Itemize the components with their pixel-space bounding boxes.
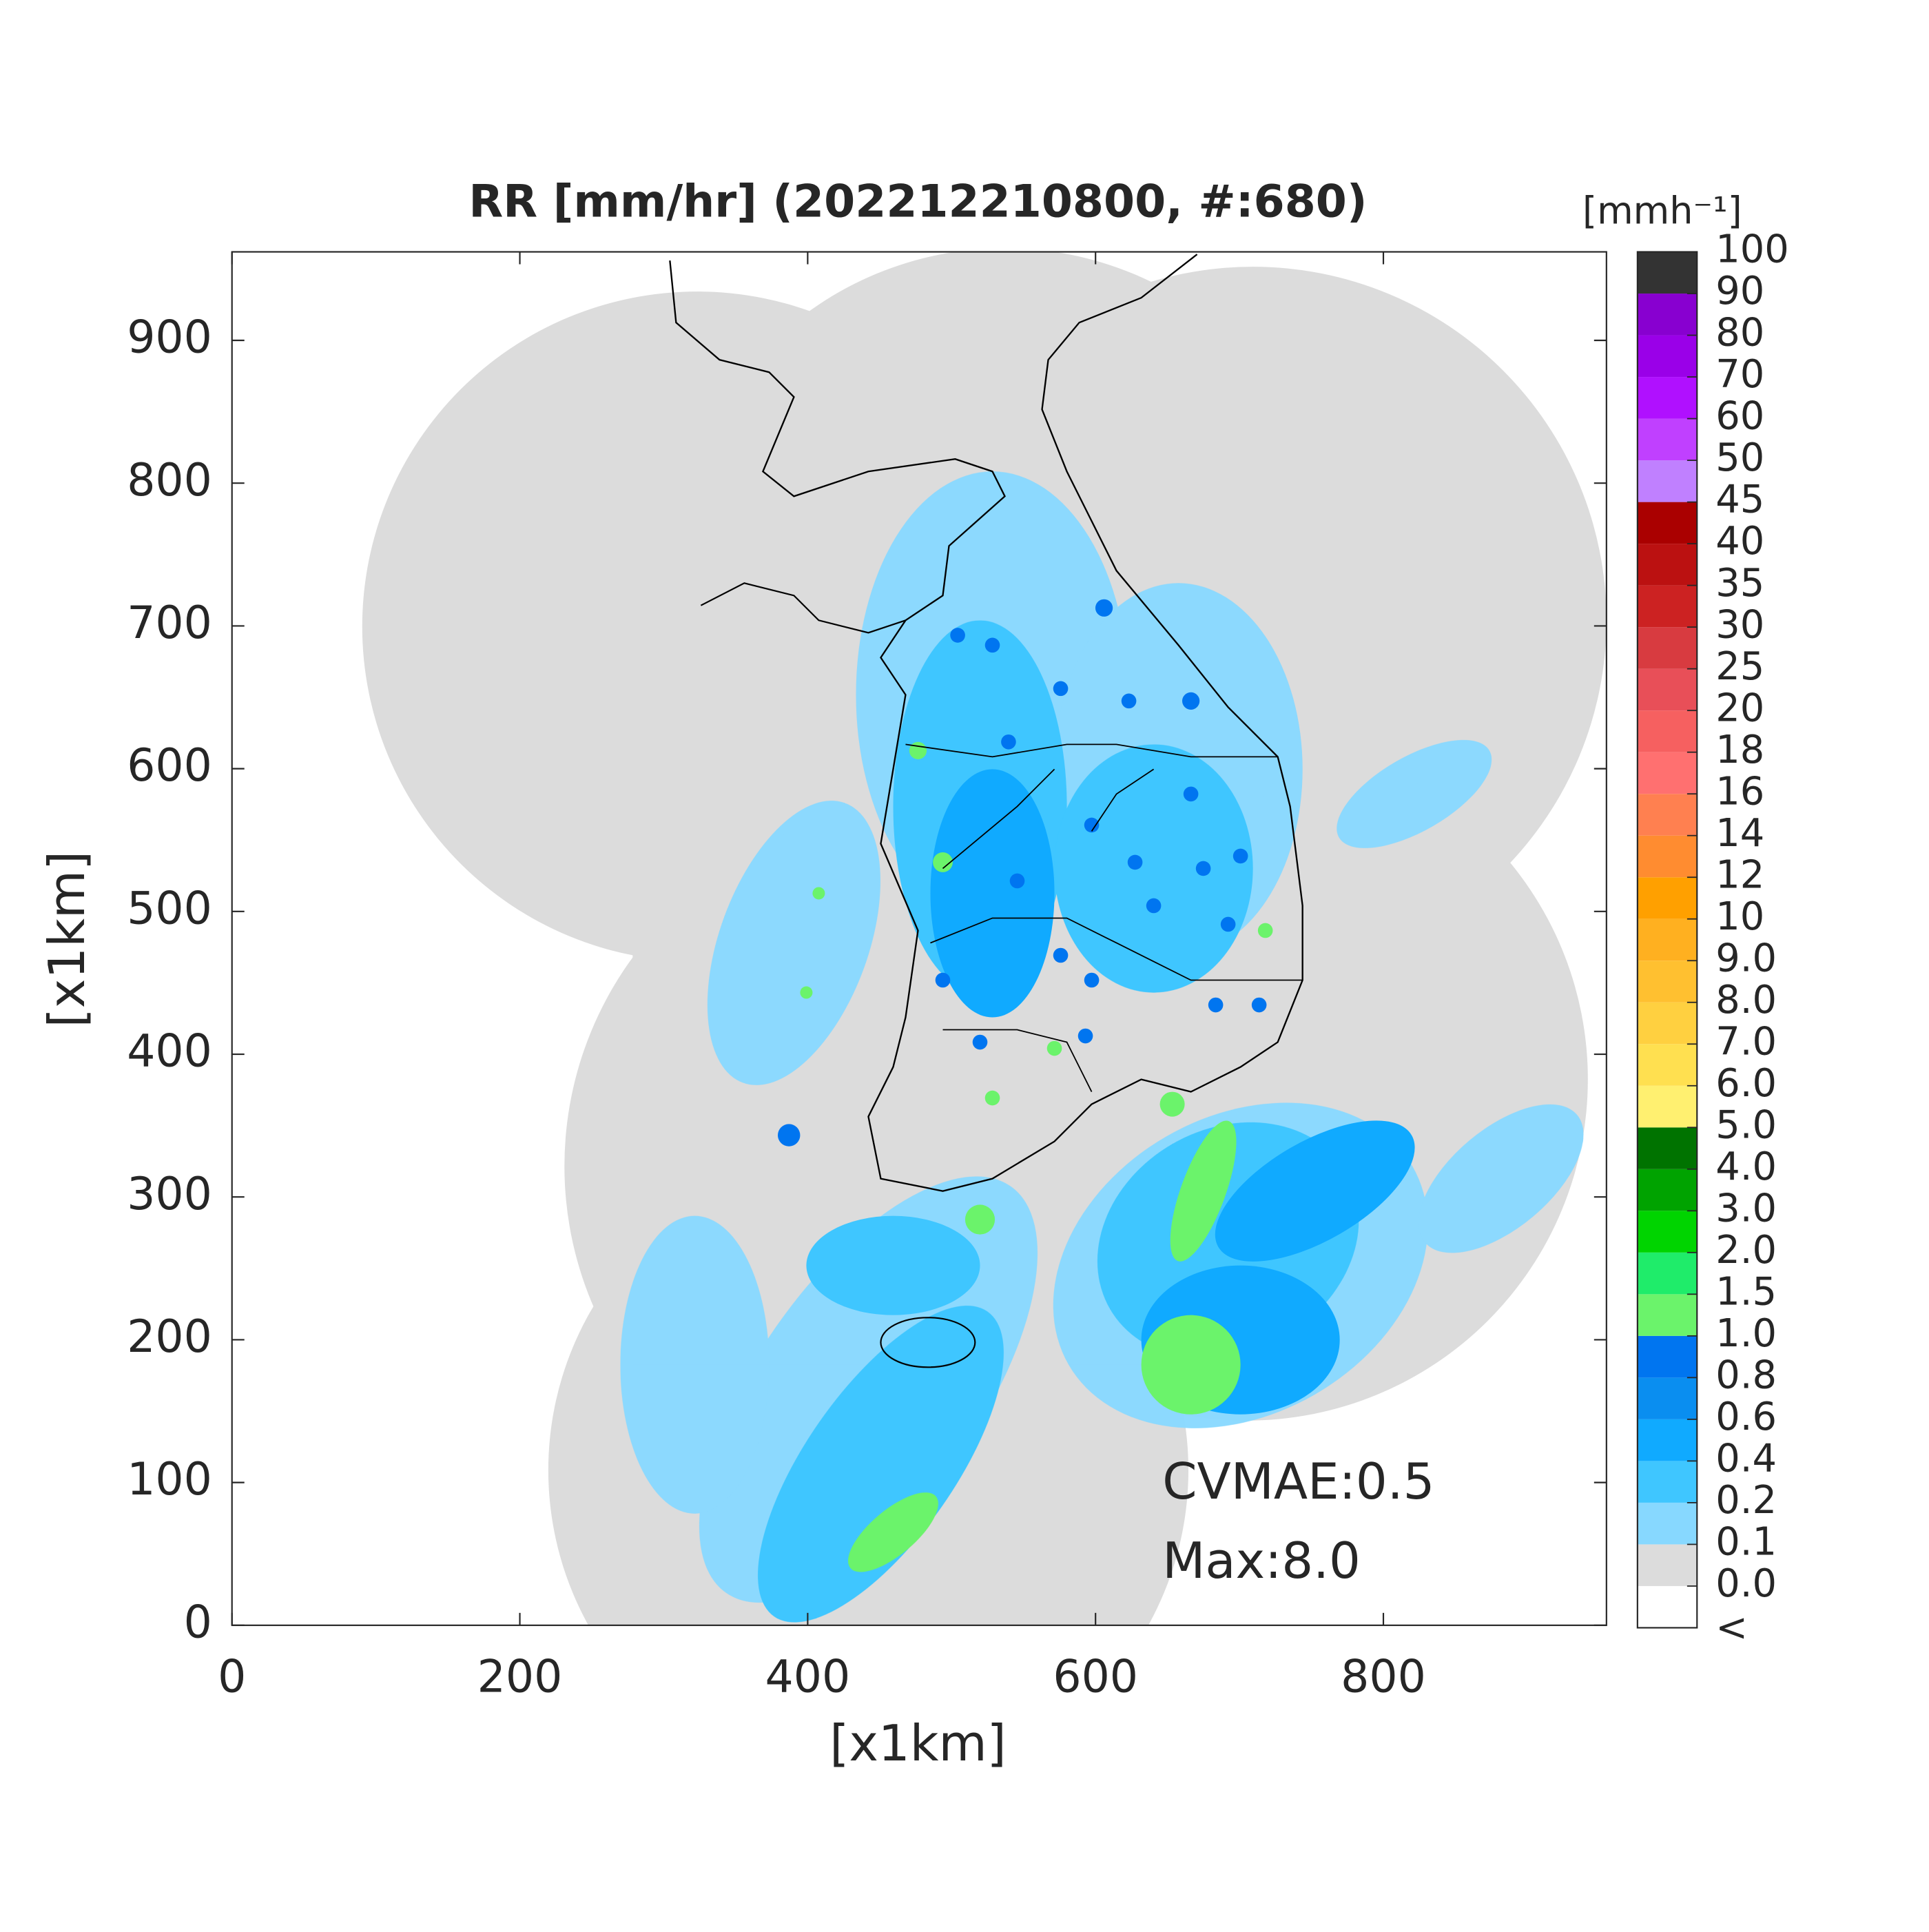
colorbar-tick-label: 4.0 <box>1715 1144 1777 1189</box>
y-tick-label: 400 <box>127 1026 212 1078</box>
annotation: Max:8.0 <box>1162 1532 1361 1590</box>
x-tick-label: 600 <box>1053 1652 1138 1703</box>
colorbar-segment <box>1637 1252 1698 1295</box>
colorbar-tick-label: 10 <box>1715 894 1764 939</box>
colorbar-segment <box>1637 1377 1698 1419</box>
colorbar-segment <box>1637 835 1698 878</box>
colorbar-segment <box>1637 752 1698 794</box>
colorbar-segment <box>1637 1544 1698 1586</box>
colorbar-segment <box>1637 1044 1698 1086</box>
colorbar-segment <box>1637 251 1698 294</box>
colorbar-tick-label: 3.0 <box>1715 1186 1777 1231</box>
colorbar-tick-label: 0.4 <box>1715 1437 1777 1481</box>
colorbar-segment <box>1637 544 1698 586</box>
colorbar-tick-label: 7.0 <box>1715 1019 1777 1064</box>
colorbar-tick-label: 90 <box>1715 269 1764 314</box>
colorbar-tick-label: 1.5 <box>1715 1269 1777 1314</box>
rain-green <box>800 741 1273 1572</box>
colorbar-segment <box>1637 668 1698 711</box>
y-tick-label: 100 <box>127 1454 212 1505</box>
y-axis-label: [x1km] <box>38 851 96 1028</box>
colorbar-segment <box>1637 294 1698 336</box>
colorbar-tick-label: 0.8 <box>1715 1353 1777 1397</box>
colorbar-tick-label: 18 <box>1715 728 1764 772</box>
colorbar-tick-label: 6.0 <box>1715 1061 1777 1106</box>
colorbar-tick-label: 0.0 <box>1715 1561 1777 1606</box>
colorbar-tick-label: 2.0 <box>1715 1228 1777 1273</box>
coastline <box>669 254 1303 1192</box>
colorbar-segment <box>1637 377 1698 419</box>
y-tick-label: 200 <box>127 1311 212 1363</box>
colorbar-segment <box>1637 1461 1698 1503</box>
y-tick-label: 900 <box>127 312 212 364</box>
y-tick-label: 300 <box>127 1169 212 1220</box>
colorbar-segment <box>1637 710 1698 752</box>
colorbar-segment <box>1637 585 1698 628</box>
colorbar-segment <box>1637 460 1698 502</box>
colorbar-segment <box>1637 918 1698 961</box>
colorbar-segment <box>1637 1211 1698 1253</box>
border-line <box>700 582 906 634</box>
colorbar-under <box>1637 1585 1698 1628</box>
colorbar-tick-label: 9.0 <box>1715 936 1777 980</box>
colorbar-tick-label: 30 <box>1715 602 1764 647</box>
colorbar-segment <box>1637 960 1698 1003</box>
colorbar-under-label: < <box>1715 1605 1748 1650</box>
colorbar-tick-label: 0.2 <box>1715 1478 1777 1523</box>
colorbar-units: [mmh⁻¹] <box>1582 189 1742 232</box>
colorbar-segment <box>1637 627 1698 669</box>
colorbar-segment <box>1637 1169 1698 1211</box>
y-tick-label: 500 <box>127 883 212 934</box>
radar-field <box>362 251 1607 1625</box>
chart-title: RR [mm/hr] (202212210800, #:680) <box>468 176 1367 228</box>
colorbar-segment <box>1637 1294 1698 1336</box>
colorbar-segment <box>1637 877 1698 919</box>
colorbar-segment <box>1637 794 1698 836</box>
colorbar-segment <box>1637 1127 1698 1169</box>
jeju-island <box>880 1317 976 1368</box>
colorbar-tick-label: 60 <box>1715 394 1764 439</box>
annotation: CVMAE:0.5 <box>1162 1452 1434 1510</box>
x-tick-label: 0 <box>218 1652 246 1703</box>
colorbar-tick-label: 12 <box>1715 852 1764 897</box>
colorbar-segment <box>1637 1085 1698 1128</box>
colorbar-tick-label: 0.1 <box>1715 1520 1777 1565</box>
colorbar-tick-label: 100 <box>1715 227 1789 272</box>
colorbar-segment <box>1637 1419 1698 1461</box>
province-boundaries <box>905 743 1303 1092</box>
x-axis-label: [x1km] <box>829 1714 1006 1772</box>
colorbar-tick-label: 5.0 <box>1715 1102 1777 1147</box>
colorbar-tick-label: 50 <box>1715 435 1764 480</box>
axes-frame <box>231 251 1607 1626</box>
colorbar-tick-label: 25 <box>1715 644 1764 689</box>
y-tick-label: 0 <box>184 1596 212 1648</box>
colorbar-segment <box>1637 1335 1698 1378</box>
rain-cores <box>778 599 1267 1147</box>
y-tick-label: 600 <box>127 740 212 792</box>
colorbar-segment <box>1637 502 1698 544</box>
colorbar-tick-label: 80 <box>1715 311 1764 356</box>
colorbar-segment <box>1637 418 1698 461</box>
colorbar-segment <box>1637 1002 1698 1045</box>
y-tick-label: 700 <box>127 597 212 649</box>
colorbar-tick-label: 14 <box>1715 811 1764 856</box>
colorbar-frame <box>1636 251 1698 1629</box>
colorbar-tick-label: 8.0 <box>1715 978 1777 1022</box>
colorbar-tick-label: 20 <box>1715 686 1764 730</box>
x-tick-label: 800 <box>1341 1652 1426 1703</box>
colorbar-tick-label: 35 <box>1715 561 1764 606</box>
colorbar-tick-label: 16 <box>1715 769 1764 814</box>
x-tick-label: 400 <box>765 1652 851 1703</box>
colorbar-tick-label: 70 <box>1715 352 1764 397</box>
colorbar-segment <box>1637 335 1698 378</box>
y-tick-label: 800 <box>127 455 212 506</box>
colorbar-tick-label: 0.6 <box>1715 1395 1777 1439</box>
colorbar-tick-label: 1.0 <box>1715 1311 1777 1356</box>
colorbar-segment <box>1637 1502 1698 1545</box>
colorbar-tick-label: 45 <box>1715 477 1764 522</box>
colorbar-tick-label: 40 <box>1715 519 1764 564</box>
x-tick-label: 200 <box>477 1652 563 1703</box>
